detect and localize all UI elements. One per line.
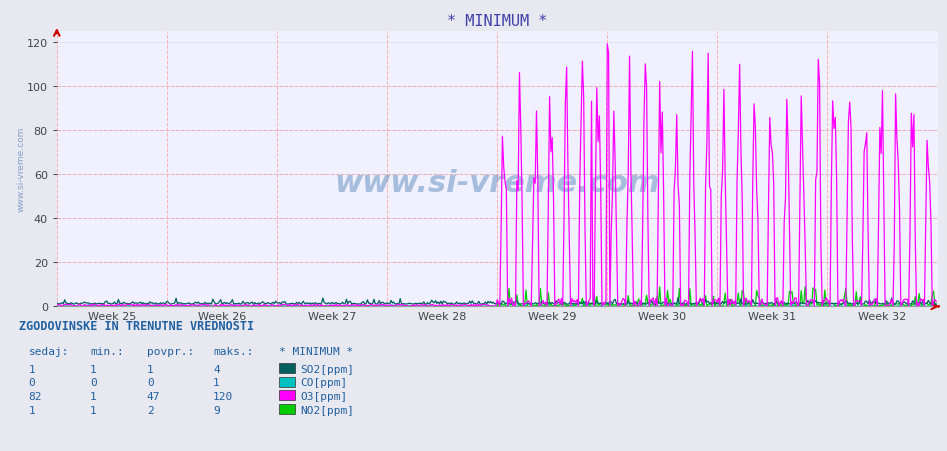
Text: CO[ppm]: CO[ppm] <box>300 377 348 387</box>
Text: 1: 1 <box>90 364 97 374</box>
Text: 82: 82 <box>28 391 42 401</box>
Text: * MINIMUM *: * MINIMUM * <box>279 346 353 356</box>
Text: www.si-vreme.com: www.si-vreme.com <box>17 127 27 212</box>
Text: povpr.:: povpr.: <box>147 346 194 356</box>
Text: 120: 120 <box>213 391 233 401</box>
Text: O3[ppm]: O3[ppm] <box>300 391 348 401</box>
Text: 1: 1 <box>90 391 97 401</box>
Text: 1: 1 <box>90 405 97 414</box>
Text: maks.:: maks.: <box>213 346 254 356</box>
Text: 1: 1 <box>28 364 35 374</box>
Text: 1: 1 <box>28 405 35 414</box>
Text: 1: 1 <box>147 364 153 374</box>
Text: 0: 0 <box>147 377 153 387</box>
Text: NO2[ppm]: NO2[ppm] <box>300 405 354 414</box>
Text: www.si-vreme.com: www.si-vreme.com <box>334 168 660 198</box>
Title: * MINIMUM *: * MINIMUM * <box>447 14 547 29</box>
Text: ZGODOVINSKE IN TRENUTNE VREDNOSTI: ZGODOVINSKE IN TRENUTNE VREDNOSTI <box>19 319 254 332</box>
Text: 9: 9 <box>213 405 220 414</box>
Text: 4: 4 <box>213 364 220 374</box>
Text: 47: 47 <box>147 391 160 401</box>
Text: 1: 1 <box>213 377 220 387</box>
Text: min.:: min.: <box>90 346 124 356</box>
Text: 2: 2 <box>147 405 153 414</box>
Text: SO2[ppm]: SO2[ppm] <box>300 364 354 374</box>
Text: sedaj:: sedaj: <box>28 346 69 356</box>
Text: 0: 0 <box>28 377 35 387</box>
Text: 0: 0 <box>90 377 97 387</box>
